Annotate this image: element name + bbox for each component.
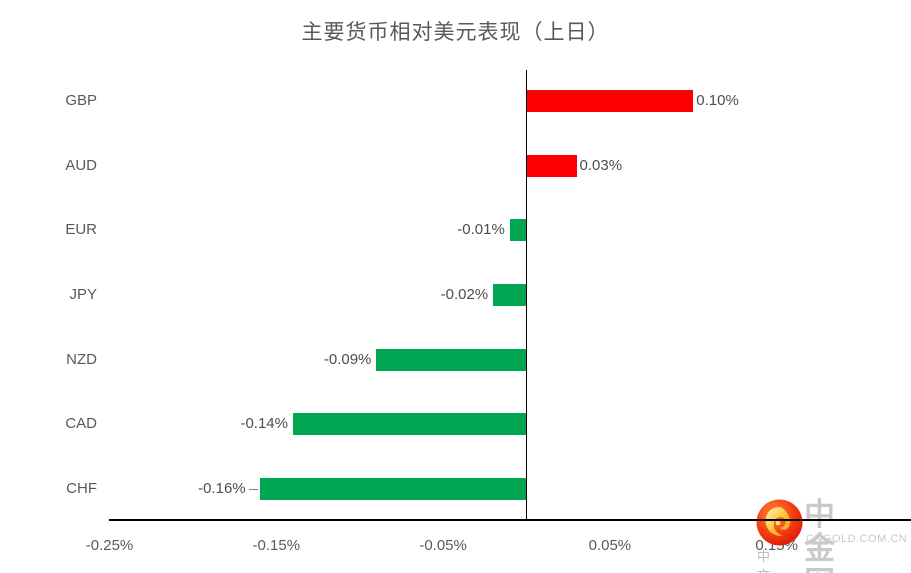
label-leader-line [248, 489, 258, 491]
data-label-jpy: -0.02% [440, 286, 489, 303]
watermark-domain: CNGOLD.COM.CN [806, 533, 908, 545]
bar-cad [292, 413, 527, 436]
data-label-aud: 0.03% [579, 156, 623, 174]
category-label-gbp: GBP [65, 92, 97, 109]
chart-title: 主要货币相对美元表现（上日） [301, 21, 610, 44]
x-tick-label: -0.15% [252, 537, 301, 554]
category-label-chf: CHF [66, 480, 97, 498]
swirl-flame-icon [756, 499, 803, 546]
watermark-brand-name: 中金网 [804, 497, 838, 573]
data-label-nzd: -0.09% [323, 350, 372, 368]
bar-nzd [376, 348, 527, 371]
bar-jpy [493, 284, 527, 306]
x-tick-label: 0.05% [588, 537, 632, 554]
data-label-gbp: 0.10% [696, 92, 739, 109]
data-label-eur: -0.01% [457, 221, 505, 239]
x-tick-label: -0.25% [85, 537, 134, 554]
bar-gbp [526, 90, 694, 112]
x-tick-label: -0.05% [419, 537, 467, 554]
watermark-tagline: 中文财经新媒体 [757, 549, 778, 573]
category-label-nzd: NZD [66, 350, 97, 368]
data-label-chf: -0.16% [198, 480, 246, 498]
category-label-eur: EUR [65, 221, 97, 239]
bar-chf [259, 478, 527, 501]
category-label-cad: CAD [65, 415, 97, 433]
category-label-aud: AUD [65, 156, 97, 174]
bar-eur [509, 219, 527, 242]
bar-aud [526, 154, 577, 177]
x-axis-line [109, 519, 911, 521]
data-label-cad: -0.14% [240, 415, 288, 433]
category-label-jpy: JPY [69, 286, 97, 303]
zero-axis-line [525, 70, 527, 520]
